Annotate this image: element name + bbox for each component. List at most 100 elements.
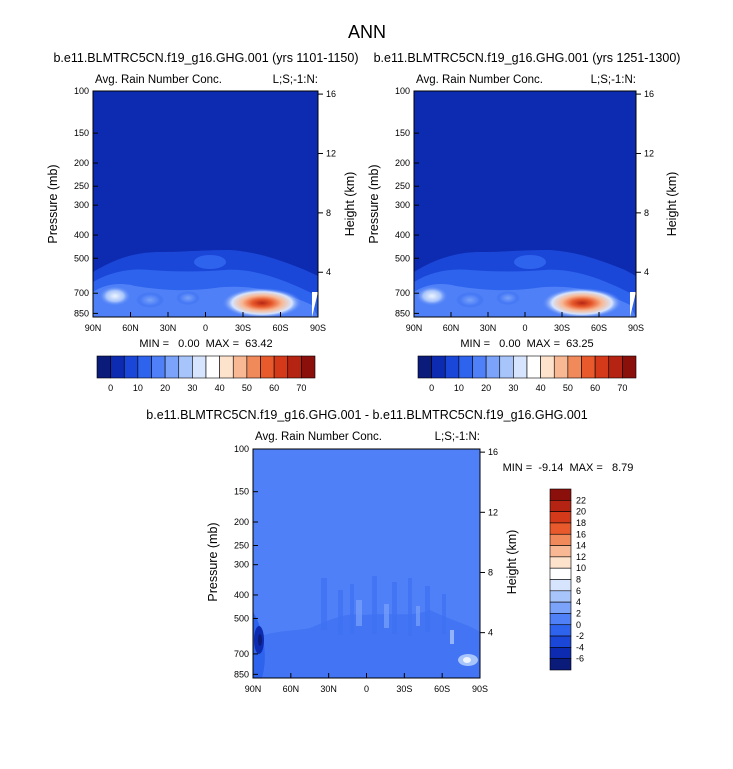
- panel-2-x-tick-label: 0: [522, 323, 527, 333]
- panel-3-colorbar-label: 6: [576, 586, 581, 596]
- panel-3-x-tick-label: 90N: [245, 684, 262, 694]
- panel-2-colorbar-label: 30: [508, 383, 518, 393]
- panel-2-right-label: L;S;-1:N:: [591, 74, 636, 86]
- panel-3-y-tick-label: 250: [234, 540, 249, 550]
- panel-2-colorbar-box: [622, 355, 637, 379]
- panel-2-colorbar-box: [540, 355, 555, 379]
- panel-3-y-tick-label: 700: [234, 649, 249, 659]
- panel-1-colorbar-label: 50: [242, 383, 252, 393]
- panel-2-y-tick-label: 200: [395, 158, 410, 168]
- panel-1-y-right-tick-label: 8: [326, 208, 331, 218]
- panel-3: b.e11.BLMTRC5CN.f19_g16.GHG.001 - b.e11.…: [146, 408, 633, 694]
- panel-1-colorbar-label: 40: [215, 383, 225, 393]
- panel-3-ylabel-right: Height (km): [505, 530, 519, 595]
- panel-1-colorbar-label: 20: [160, 383, 170, 393]
- panel-2-colorbar-box: [553, 355, 569, 379]
- panel-1-y-tick-label: 250: [74, 181, 89, 191]
- panel-3-y-tick-label: 400: [234, 590, 249, 600]
- panel-1-colorbar-box: [110, 355, 125, 379]
- panel-2-y-right-tick-label: 16: [644, 89, 654, 99]
- panel-3-colorbar-box: [549, 613, 572, 626]
- panel-3-y-tick-label: 200: [234, 517, 249, 527]
- panel-3-colorbar-label: 18: [576, 518, 586, 528]
- panel-3-colorbar-label: 2: [576, 608, 581, 618]
- panel-1-colorbar-box: [287, 355, 302, 379]
- panel-2-colorbar-box: [608, 355, 623, 379]
- panel-2-colorbar-box: [594, 355, 610, 379]
- panel-1-right-label: L;S;-1:N:: [273, 74, 318, 86]
- panel-1-colorbar-label: 30: [187, 383, 197, 393]
- panel-3-colorbar-box: [549, 488, 572, 501]
- panel-2-ylabel: Pressure (mb): [367, 164, 381, 243]
- panel-3-colorbar-box: [549, 522, 572, 535]
- panel-1-y-tick-label: 700: [74, 288, 89, 298]
- panel-2-colorbar-label: 10: [454, 383, 464, 393]
- panel-1-x-tick-label: 60S: [272, 323, 288, 333]
- panel-3-colorbar-label: 0: [576, 620, 581, 630]
- panel-1-x-tick-label: 60N: [122, 323, 139, 333]
- panel-2-colorbar-box: [499, 355, 514, 379]
- panel-1-colorbar-box: [151, 355, 166, 379]
- panel-2-colorbar-label: 20: [481, 383, 491, 393]
- panel-1-x-tick-label: 0: [203, 323, 208, 333]
- panel-2-y-tick-label: 300: [395, 200, 410, 210]
- panel-3-colorbar-box: [549, 533, 572, 546]
- panel-3-y-right-tick-label: 4: [488, 628, 493, 638]
- panel-1-y-right-tick-label: 12: [326, 148, 336, 158]
- panel-1-colorbar-box: [232, 355, 248, 379]
- panel-1: b.e11.BLMTRC5CN.f19_g16.GHG.001 (yrs 110…: [46, 51, 359, 393]
- panel-2-x-tick-label: 60N: [443, 323, 460, 333]
- panel-3-colorbar-box: [549, 567, 572, 580]
- panel-3-y-tick-label: 850: [234, 669, 249, 679]
- panel-3-y-tick-label: 100: [234, 444, 249, 454]
- panel-3-x-ticks: 90N 60N 30N 0 30S 60S 90S: [245, 673, 488, 694]
- panel-1-title: b.e11.BLMTRC5CN.f19_g16.GHG.001 (yrs 110…: [53, 51, 358, 65]
- panel-1-x-tick-label: 30N: [160, 323, 177, 333]
- panel-3-ylabel: Pressure (mb): [206, 522, 220, 601]
- panel-3-y-tick-label: 500: [234, 613, 249, 623]
- panel-3-colorbar-box: [549, 590, 572, 603]
- panel-1-field: [93, 91, 318, 317]
- panel-3-colorbar-box: [549, 511, 572, 524]
- panel-2-colorbar-label: 70: [617, 383, 627, 393]
- panel-1-colorbar: 0 10 20 30 40 50 60 70: [96, 355, 316, 393]
- panel-1-y-right-tick-label: 4: [326, 267, 331, 277]
- panel-3-y-tick-label: 300: [234, 560, 249, 570]
- panel-1-colorbar-label: 10: [133, 383, 143, 393]
- panel-3-y-right-tick-label: 8: [488, 567, 493, 577]
- panel-2-colorbar-box: [472, 355, 487, 379]
- panel-2-y-tick-label: 850: [395, 308, 410, 318]
- panel-3-y-right-tick-label: 12: [488, 507, 498, 517]
- panel-3-colorbar-box: [549, 601, 572, 614]
- panel-2-y-tick-label: 100: [395, 86, 410, 96]
- panel-1-y-ticks: 100 150 200 250 300 400 500 700 850: [74, 86, 98, 318]
- panel-2-colorbar-box: [526, 355, 541, 379]
- panel-3-colorbar-label: 16: [576, 529, 586, 539]
- panel-2-colorbar-label: 50: [563, 383, 573, 393]
- panel-2-field: [414, 91, 636, 317]
- panel-3-colorbar-box: [549, 500, 572, 512]
- panel-1-colorbar-box: [164, 355, 180, 379]
- panel-1-y-right-tick-label: 16: [326, 89, 336, 99]
- panel-2-x-tick-label: 90N: [406, 323, 423, 333]
- panel-3-colorbar-label: 22: [576, 495, 586, 505]
- panel-2-colorbar: 0 10 20 30 40 50 60 70: [417, 355, 637, 393]
- panel-2-y-ticks: 100 150 200 250 300 400 500 700 850: [395, 86, 419, 318]
- panel-3-x-tick-label: 0: [364, 684, 369, 694]
- panel-2-left-label: Avg. Rain Number Conc.: [416, 74, 543, 86]
- panel-2-x-tick-label: 30S: [554, 323, 570, 333]
- panel-3-colorbar-label: 20: [576, 507, 586, 517]
- panel-2-stats: MIN = 0.00 MAX = 63.25: [460, 338, 593, 350]
- panel-1-y-ticks-right: 16 12 8 4: [318, 89, 336, 277]
- panel-1-y-tick-label: 300: [74, 200, 89, 210]
- panel-3-x-tick-label: 60N: [283, 684, 300, 694]
- panel-3-y-right-tick-label: 16: [488, 447, 498, 457]
- panel-2: b.e11.BLMTRC5CN.f19_g16.GHG.001 (yrs 125…: [367, 51, 680, 393]
- panel-2-colorbar-label: 60: [590, 383, 600, 393]
- panel-2-y-tick-label: 250: [395, 181, 410, 191]
- panel-2-y-right-tick-label: 4: [644, 267, 649, 277]
- panel-2-colorbar-box: [417, 355, 432, 379]
- panel-2-colorbar-box: [485, 355, 501, 379]
- panel-3-x-tick-label: 60S: [434, 684, 450, 694]
- panel-3-colorbar-label: -6: [576, 654, 584, 664]
